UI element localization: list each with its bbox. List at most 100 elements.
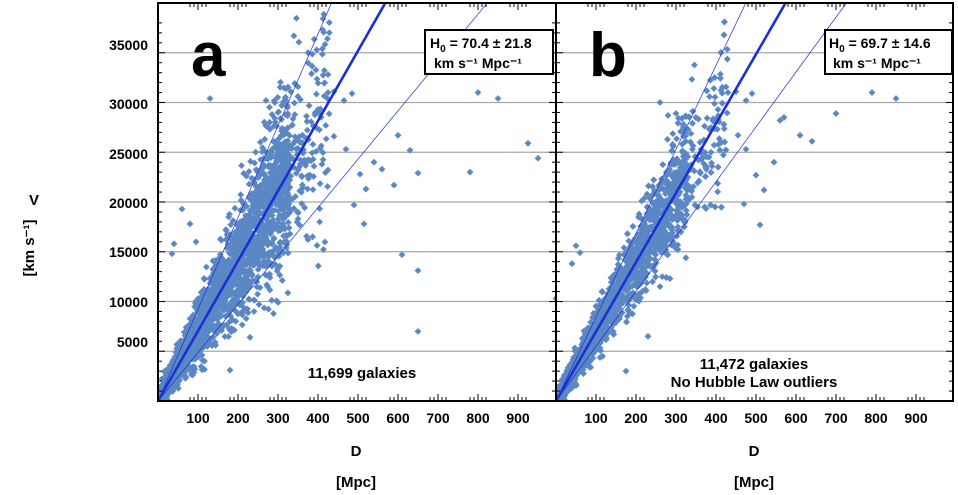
data-point xyxy=(214,267,222,275)
data-point xyxy=(680,202,688,210)
panel-a-plot-area xyxy=(157,2,557,402)
data-point xyxy=(218,258,226,266)
data-point xyxy=(268,111,276,118)
data-point xyxy=(320,79,328,87)
data-point xyxy=(722,146,730,154)
data-point xyxy=(316,180,324,188)
data-point xyxy=(466,168,474,176)
data-point xyxy=(657,247,665,255)
x-tick-label: 400 xyxy=(306,410,330,426)
data-point xyxy=(688,75,696,83)
data-point xyxy=(269,216,277,224)
data-point xyxy=(215,309,223,317)
data-point xyxy=(301,158,309,165)
data-point xyxy=(271,167,279,175)
data-point xyxy=(248,272,256,280)
data-point xyxy=(673,135,681,143)
data-point xyxy=(293,14,300,22)
h0-value: H0 = 70.4 ± 21.8 xyxy=(430,35,532,55)
plot-content xyxy=(158,3,556,401)
data-point xyxy=(193,321,201,329)
panel-b-plot-area xyxy=(555,2,954,402)
data-point xyxy=(325,110,333,118)
data-point xyxy=(689,145,696,153)
data-point xyxy=(714,163,722,171)
data-point xyxy=(186,220,194,228)
data-point xyxy=(310,35,318,43)
data-point xyxy=(298,181,306,189)
data-point xyxy=(281,130,288,138)
data-point xyxy=(301,204,309,212)
data-point xyxy=(324,71,332,78)
data-point xyxy=(235,243,243,250)
data-point xyxy=(249,218,257,226)
x-tick-label: 700 xyxy=(426,410,450,426)
data-point xyxy=(178,205,186,213)
data-point xyxy=(316,145,324,152)
data-point xyxy=(265,196,273,204)
data-point xyxy=(219,262,227,270)
data-point xyxy=(308,70,315,78)
data-point xyxy=(234,233,241,241)
data-point xyxy=(261,172,269,180)
data-point xyxy=(313,46,321,54)
data-point xyxy=(294,209,302,216)
data-point xyxy=(259,248,267,256)
data-point xyxy=(296,221,304,229)
data-point xyxy=(270,310,277,317)
data-point xyxy=(270,122,278,130)
data-point xyxy=(222,226,230,234)
data-point xyxy=(276,243,284,251)
data-point xyxy=(235,228,242,235)
panel-a-y-tick-labels: 5000 10000 15000 20000 25000 30000 35000 xyxy=(109,37,148,350)
data-point xyxy=(652,251,659,259)
data-point xyxy=(275,171,283,179)
data-point xyxy=(316,205,324,213)
hubble-fit-bound-line xyxy=(158,3,332,401)
data-point xyxy=(240,170,248,177)
data-point xyxy=(175,369,183,376)
data-point xyxy=(223,244,231,252)
y-axis-unit-label: [km s⁻¹] xyxy=(21,219,38,276)
data-point xyxy=(248,206,256,214)
data-point xyxy=(246,220,253,227)
data-point xyxy=(304,236,312,244)
data-point xyxy=(322,121,330,129)
h0-equation: = 70.4 ± 21.8 xyxy=(446,35,532,51)
data-point xyxy=(274,93,282,101)
data-point xyxy=(716,146,724,154)
data-point xyxy=(228,325,236,332)
data-point xyxy=(688,193,696,201)
data-point xyxy=(585,362,593,370)
data-point xyxy=(271,246,279,254)
data-point xyxy=(259,144,266,152)
data-point xyxy=(206,279,214,287)
data-point xyxy=(271,144,279,151)
data-point xyxy=(618,290,626,298)
data-point xyxy=(330,132,338,140)
hubble-fit-line xyxy=(158,3,387,401)
data-point xyxy=(206,317,213,324)
data-point xyxy=(227,312,235,320)
data-point xyxy=(721,18,728,26)
data-point xyxy=(274,151,282,159)
data-point xyxy=(243,261,251,269)
data-point xyxy=(262,233,270,241)
data-point xyxy=(211,338,219,346)
data-point xyxy=(269,181,277,189)
data-point xyxy=(229,217,237,225)
data-point xyxy=(281,141,289,148)
data-point xyxy=(637,270,645,278)
data-point xyxy=(275,135,283,143)
data-point xyxy=(684,173,692,181)
data-point xyxy=(273,267,281,275)
data-point xyxy=(319,71,327,79)
data-point xyxy=(303,112,310,120)
data-point xyxy=(303,126,311,134)
data-point xyxy=(690,183,697,191)
data-point xyxy=(283,180,291,187)
y-tick-label: 20000 xyxy=(109,195,148,211)
data-point xyxy=(264,162,272,169)
data-point xyxy=(310,162,318,170)
data-point xyxy=(406,146,414,154)
